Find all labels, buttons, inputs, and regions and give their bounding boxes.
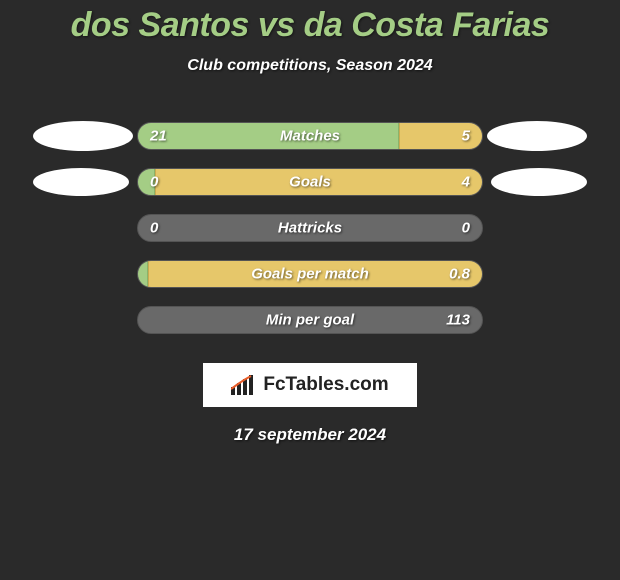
stat-label: Hattricks [278, 220, 342, 237]
stat-bar: 0 Goals 4 [137, 168, 483, 196]
team-left-ellipse [33, 168, 129, 196]
stat-value-right: 0.8 [449, 266, 470, 283]
chart-icon [231, 375, 257, 395]
team-right-ellipse [491, 168, 587, 196]
stat-bar: 21 Matches 5 [137, 122, 483, 150]
badge-left [27, 121, 137, 151]
stat-row: Min per goal 113 [0, 297, 620, 343]
stat-bar: Goals per match 0.8 [137, 260, 483, 288]
subtitle: Club competitions, Season 2024 [0, 57, 620, 75]
stat-bar: 0 Hattricks 0 [137, 214, 483, 242]
badge-right [483, 168, 593, 196]
stat-bar: Min per goal 113 [137, 306, 483, 334]
stat-row: 0 Goals 4 [0, 159, 620, 205]
team-right-ellipse [487, 121, 587, 151]
stat-row: Goals per match 0.8 [0, 251, 620, 297]
stat-value-right: 5 [462, 128, 470, 145]
logo-text: FcTables.com [263, 374, 388, 396]
stat-value-right: 113 [446, 312, 470, 329]
badge-right [483, 121, 593, 151]
stat-label: Matches [280, 128, 340, 145]
page-title: dos Santos vs da Costa Farias [0, 0, 620, 45]
badge-left [27, 168, 137, 196]
stat-label: Goals [289, 174, 331, 191]
stat-label: Min per goal [266, 312, 354, 329]
stat-value-right: 4 [462, 174, 470, 191]
stat-row: 0 Hattricks 0 [0, 205, 620, 251]
stats-container: 21 Matches 5 0 Goals 4 0 Hattricks 0 Goals per ma… [0, 113, 620, 343]
bar-fill-left [138, 261, 148, 287]
team-left-ellipse [33, 121, 133, 151]
stat-value-left: 0 [150, 174, 158, 191]
stat-value-right: 0 [462, 220, 470, 237]
bar-fill-left [138, 123, 399, 149]
stat-value-left: 0 [150, 220, 158, 237]
stat-row: 21 Matches 5 [0, 113, 620, 159]
date-text: 17 september 2024 [0, 425, 620, 445]
stat-value-left: 21 [150, 128, 167, 145]
stat-label: Goals per match [251, 266, 369, 283]
logo-box: FcTables.com [203, 363, 417, 407]
